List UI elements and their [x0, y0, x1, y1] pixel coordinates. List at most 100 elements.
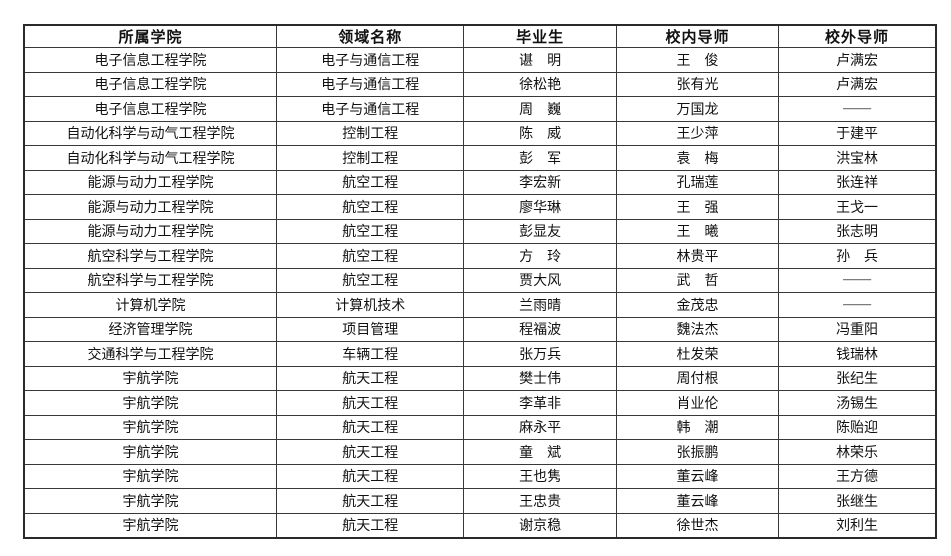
cell-college: 电子信息工程学院: [23, 47, 278, 73]
cell-field: 航天工程: [276, 365, 465, 391]
cell-external_mentor: ——: [778, 292, 937, 318]
cell-field: 电子与通信工程: [276, 96, 465, 122]
cell-graduate: 王忠贵: [463, 488, 617, 514]
cell-graduate: 谌 明: [463, 47, 617, 73]
cell-field: 航空工程: [276, 194, 465, 220]
cell-college: 自动化科学与动气工程学院: [23, 120, 278, 146]
cell-internal_mentor: 周付根: [615, 365, 780, 391]
cell-external_mentor: 卢满宏: [778, 47, 937, 73]
cell-internal_mentor: 王 曦: [615, 218, 780, 244]
column-header-field: 领域名称: [276, 24, 465, 48]
table-row: 航空科学与工程学院 航空工程方 玲林贵平孙 兵: [23, 243, 937, 269]
cell-external_mentor: 孙 兵: [778, 243, 937, 269]
cell-external_mentor: 张连祥: [778, 169, 937, 195]
column-header-internal-mentor: 校内导师: [615, 24, 780, 48]
cell-field: 航空工程: [276, 243, 465, 269]
table-row: 计算机学院 计算机技术 兰雨晴 金茂忠 ——: [23, 292, 937, 318]
table-row: 宇航学院 航天工程 王也隽 董云峰 王方德: [23, 463, 937, 489]
cell-field: 计算机技术: [276, 292, 465, 318]
cell-college: 宇航学院: [23, 365, 278, 391]
cell-field: 航空工程: [276, 218, 465, 244]
cell-external_mentor: 洪宝林: [778, 145, 937, 171]
cell-internal_mentor: 武 哲: [615, 267, 780, 293]
cell-college: 宇航学院: [23, 488, 278, 514]
cell-field: 项目管理: [276, 316, 465, 342]
cell-graduate: 周 巍: [463, 96, 617, 122]
cell-field: 电子与通信工程: [276, 47, 465, 73]
cell-graduate: 麻永平: [463, 414, 617, 440]
cell-internal_mentor: 林贵平: [615, 243, 780, 269]
cell-field: 航天工程: [276, 414, 465, 440]
cell-graduate: 程福波: [463, 316, 617, 342]
table-row: 能源与动力工程学院 航空工程 廖华琳王 强王戈一: [23, 194, 937, 220]
cell-graduate: 徐松艳: [463, 71, 617, 97]
cell-graduate: 李宏新: [463, 169, 617, 195]
cell-college: 电子信息工程学院: [23, 96, 278, 122]
cell-graduate: 彭显友: [463, 218, 617, 244]
cell-external_mentor: 张志明: [778, 218, 937, 244]
cell-graduate: 方 玲: [463, 243, 617, 269]
cell-college: 交通科学与工程学院: [23, 341, 278, 367]
cell-internal_mentor: 肖业伦: [615, 390, 780, 416]
cell-external_mentor: 卢满宏: [778, 71, 937, 97]
cell-internal_mentor: 杜发荣: [615, 341, 780, 367]
cell-graduate: 童 斌: [463, 439, 617, 465]
cell-college: 航空科学与工程学院: [23, 267, 278, 293]
cell-college: 宇航学院: [23, 439, 278, 465]
graduate-mentor-table: 所属学院 领域名称 毕业生 校内导师 校外导师 电子信息工程学院 电子与通信工程谌…: [23, 24, 937, 539]
header-row: 所属学院 领域名称 毕业生 校内导师 校外导师: [23, 24, 937, 48]
cell-graduate: 樊士伟: [463, 365, 617, 391]
cell-internal_mentor: 金茂忠: [615, 292, 780, 318]
cell-internal_mentor: 万国龙: [615, 96, 780, 122]
table-row: 电子信息工程学院 电子与通信工程谌 明王 俊卢满宏: [23, 47, 937, 73]
cell-field: 电子与通信工程: [276, 71, 465, 97]
cell-college: 能源与动力工程学院: [23, 218, 278, 244]
cell-external_mentor: 王方德: [778, 463, 937, 489]
cell-external_mentor: 汤锡生: [778, 390, 937, 416]
cell-graduate: 谢京稳: [463, 512, 617, 539]
cell-external_mentor: 钱瑞林: [778, 341, 937, 367]
cell-college: 宇航学院: [23, 390, 278, 416]
column-header-graduate: 毕业生: [463, 24, 617, 48]
cell-field: 航空工程: [276, 267, 465, 293]
cell-external_mentor: 冯重阳: [778, 316, 937, 342]
cell-graduate: 贾大风: [463, 267, 617, 293]
cell-field: 车辆工程: [276, 341, 465, 367]
cell-college: 自动化科学与动气工程学院: [23, 145, 278, 171]
cell-internal_mentor: 张振鹏: [615, 439, 780, 465]
cell-internal_mentor: 张有光: [615, 71, 780, 97]
cell-graduate: 廖华琳: [463, 194, 617, 220]
cell-graduate: 王也隽: [463, 463, 617, 489]
cell-external_mentor: 刘利生: [778, 512, 937, 539]
cell-internal_mentor: 袁 梅: [615, 145, 780, 171]
table-row: 经济管理学院 项目管理 程福波 魏法杰 冯重阳: [23, 316, 937, 342]
cell-external_mentor: 陈贻迎: [778, 414, 937, 440]
cell-field: 航天工程: [276, 512, 465, 539]
cell-internal_mentor: 孔瑞莲: [615, 169, 780, 195]
cell-internal_mentor: 董云峰: [615, 463, 780, 489]
cell-graduate: 张万兵: [463, 341, 617, 367]
cell-external_mentor: 张纪生: [778, 365, 937, 391]
cell-internal_mentor: 董云峰: [615, 488, 780, 514]
cell-college: 宇航学院: [23, 512, 278, 539]
cell-field: 航天工程: [276, 390, 465, 416]
cell-college: 电子信息工程学院: [23, 71, 278, 97]
cell-internal_mentor: 徐世杰: [615, 512, 780, 539]
cell-internal_mentor: 魏法杰: [615, 316, 780, 342]
cell-college: 能源与动力工程学院: [23, 169, 278, 195]
cell-external_mentor: 王戈一: [778, 194, 937, 220]
table-row: 宇航学院 航天工程 樊士伟 周付根 张纪生: [23, 365, 937, 391]
cell-college: 计算机学院: [23, 292, 278, 318]
cell-college: 经济管理学院: [23, 316, 278, 342]
cell-external_mentor: 张继生: [778, 488, 937, 514]
table-row: 电子信息工程学院 电子与通信工程 徐松艳 张有光 卢满宏: [23, 71, 937, 97]
table-row: 自动化科学与动气工程学院 控制工程陈 威王少萍 于建平: [23, 120, 937, 146]
cell-external_mentor: ——: [778, 96, 937, 122]
cell-graduate: 兰雨晴: [463, 292, 617, 318]
table-row: 宇航学院 航天工程 王忠贵 董云峰 张继生: [23, 488, 937, 514]
table-row: 宇航学院 航天工程 谢京稳 徐世杰 刘利生: [23, 512, 937, 539]
cell-field: 控制工程: [276, 120, 465, 146]
cell-field: 航天工程: [276, 463, 465, 489]
table-row: 交通科学与工程学院 车辆工程 张万兵 杜发荣 钱瑞林: [23, 341, 937, 367]
cell-college: 宇航学院: [23, 414, 278, 440]
